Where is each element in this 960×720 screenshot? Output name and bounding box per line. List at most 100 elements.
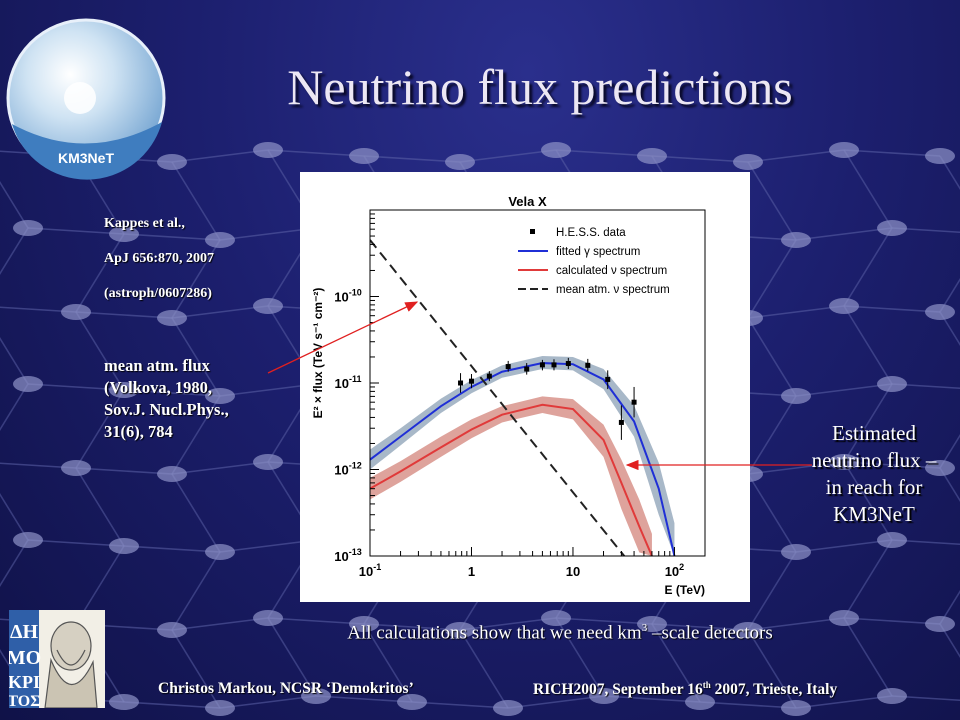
- y-tick-label: 10-13: [334, 547, 361, 564]
- network-link: [171, 305, 269, 319]
- network-link: [0, 336, 29, 385]
- estimate-note-line-2: neutrino flux –: [811, 448, 937, 472]
- network-link: [171, 161, 221, 241]
- network-link: [0, 492, 29, 541]
- network-link: [891, 383, 960, 390]
- network-link: [747, 617, 845, 631]
- network-link: [219, 695, 317, 709]
- conclusion-superscript: 3: [641, 622, 648, 634]
- network-link: [171, 473, 221, 553]
- legend-marker: [530, 229, 535, 234]
- network-node: [157, 466, 187, 482]
- network-node: [733, 622, 763, 638]
- network-link: [843, 149, 941, 157]
- gamma-uncertainty-band: [370, 356, 675, 556]
- network-node: [445, 622, 475, 638]
- network-link: [747, 629, 797, 709]
- network-link: [939, 311, 960, 347]
- network-node: [877, 220, 907, 236]
- svg-text:ΔΗ: ΔΗ: [10, 621, 39, 643]
- network-link: [171, 149, 269, 163]
- network-link: [123, 389, 221, 397]
- network-link: [459, 617, 557, 631]
- network-link: [603, 695, 701, 703]
- network-node: [253, 610, 283, 626]
- slide-title: Neutrino flux predictions: [287, 59, 793, 115]
- network-link: [795, 695, 893, 709]
- atm-nu-spectrum-line: [370, 239, 626, 556]
- y-tick-label: 10-12: [334, 461, 361, 478]
- network-link: [555, 617, 605, 697]
- estimate-note-line-1: Estimated: [832, 421, 916, 445]
- network-link: [843, 305, 893, 385]
- network-link: [891, 227, 960, 234]
- network-link: [507, 695, 605, 709]
- estimate-note: Estimated neutrino flux – in reach for K…: [788, 420, 960, 528]
- network-link: [75, 311, 125, 391]
- network-link: [75, 311, 173, 319]
- network-node: [109, 382, 139, 398]
- network-link: [459, 629, 509, 709]
- data-point: [631, 399, 637, 405]
- x-tick-label: 10: [566, 564, 580, 579]
- network-link: [795, 227, 893, 241]
- svg-text:ΜΟ: ΜΟ: [9, 647, 41, 669]
- footer-conference: RICH2007, September 16th 2007, Trieste, …: [533, 680, 837, 699]
- network-link: [0, 306, 77, 313]
- network-link: [267, 617, 365, 625]
- network-node: [877, 376, 907, 392]
- reference-line-3: (astroph/0607286): [104, 286, 212, 301]
- network-link: [939, 433, 960, 469]
- svg-text:ΚΡΙ: ΚΡΙ: [9, 672, 40, 692]
- network-link: [891, 539, 960, 546]
- network-link: [843, 617, 941, 625]
- y-tick-label: 10-10: [334, 288, 361, 305]
- network-link: [555, 617, 653, 625]
- network-node: [13, 220, 43, 236]
- network-link: [843, 149, 893, 229]
- data-point: [505, 364, 511, 370]
- network-link: [843, 617, 893, 697]
- network-node: [829, 298, 859, 314]
- estimate-note-line-4: KM3NeT: [833, 502, 915, 526]
- estimate-note-line-3: in reach for: [825, 475, 923, 499]
- network-link: [75, 389, 125, 469]
- network-link: [747, 551, 797, 631]
- footer-conference-tail: 2007, Trieste, Italy: [710, 681, 838, 699]
- footer-superscript: th: [702, 680, 711, 690]
- legend-label: H.E.S.S. data: [556, 227, 626, 239]
- network-node: [877, 532, 907, 548]
- network-node: [157, 310, 187, 326]
- network-link: [0, 462, 77, 469]
- network-link: [123, 701, 221, 709]
- network-node: [781, 544, 811, 560]
- network-link: [747, 239, 797, 319]
- footer-conference-main: RICH2007, September 16: [533, 681, 703, 699]
- plot-frame: [369, 209, 706, 557]
- atm-note-line-4: 31(6), 784: [104, 422, 173, 441]
- chart-legend: H.E.S.S. data fitted γ spectrum calculated…: [518, 227, 670, 296]
- network-link: [171, 461, 269, 475]
- network-link: [411, 701, 509, 709]
- network-link: [747, 317, 797, 397]
- data-point: [618, 419, 624, 425]
- x-axis-label: E (TeV): [665, 583, 705, 597]
- network-link: [747, 149, 845, 163]
- network-node: [205, 700, 235, 716]
- chart-panel: Vela X 10-1 1 10 102 10-13 10-12 10-11 10-10 E (T…: [300, 172, 750, 602]
- network-link: [747, 395, 797, 475]
- y-tick-label: 10-11: [335, 374, 362, 391]
- network-node: [205, 388, 235, 404]
- data-point: [605, 376, 611, 382]
- network-node: [925, 148, 955, 164]
- network-link: [267, 149, 365, 157]
- network-node: [829, 454, 859, 470]
- network-node: [925, 304, 955, 320]
- network-link: [651, 623, 749, 631]
- conclusion-text-main: All calculations show that we need km: [347, 622, 642, 644]
- network-link: [939, 589, 960, 625]
- network-node: [13, 376, 43, 392]
- network-node: [493, 700, 523, 716]
- network-link: [459, 149, 557, 163]
- network-link: [123, 233, 221, 241]
